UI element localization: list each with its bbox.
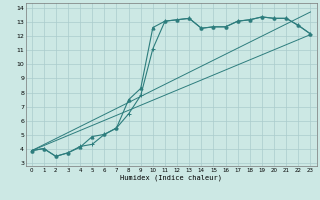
X-axis label: Humidex (Indice chaleur): Humidex (Indice chaleur) [120,174,222,181]
